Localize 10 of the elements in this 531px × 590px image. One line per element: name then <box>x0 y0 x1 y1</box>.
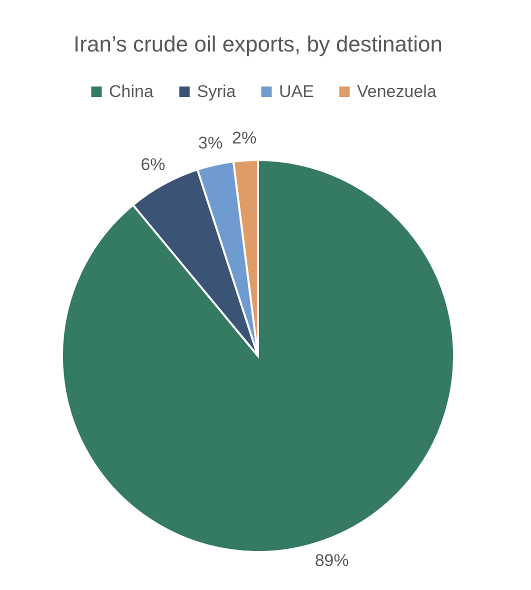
data-label: 2% <box>232 128 257 148</box>
legend-label: UAE <box>279 82 314 101</box>
data-label: 6% <box>140 154 166 174</box>
data-label: 89% <box>314 551 349 570</box>
legend-label: Venezuela <box>357 82 437 101</box>
legend-label: China <box>109 82 154 101</box>
data-label: 3% <box>198 133 223 152</box>
pie-slice <box>61 159 455 553</box>
chart-title: Iran’s crude oil exports, by destination <box>74 31 442 56</box>
legend-label: Syria <box>197 82 236 101</box>
